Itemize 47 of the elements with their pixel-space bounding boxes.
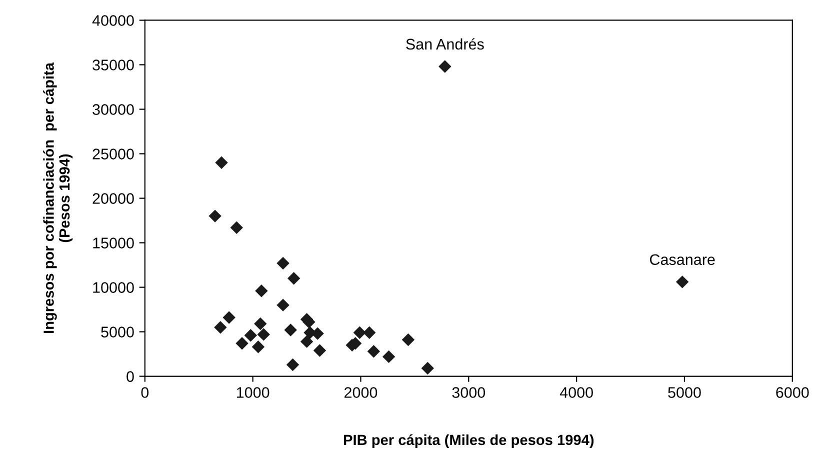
x-tick-label: 0	[141, 387, 149, 398]
point	[284, 324, 297, 336]
y-tick-label: 40000	[92, 15, 134, 26]
point	[230, 221, 243, 234]
point	[236, 336, 248, 350]
x-tick-label: 6000	[776, 387, 809, 398]
point	[367, 344, 380, 358]
annotation: San Andrés	[406, 38, 484, 50]
point	[302, 316, 316, 328]
y-tick-label: 25000	[92, 148, 134, 160]
point	[353, 326, 366, 340]
point	[255, 284, 268, 298]
annotation: Casanare	[650, 254, 715, 266]
point	[244, 328, 258, 342]
point	[313, 344, 326, 357]
point	[438, 60, 452, 73]
point	[257, 328, 270, 341]
point	[287, 272, 300, 285]
point	[363, 326, 376, 340]
y-tick-label: 35000	[92, 60, 134, 70]
y-tick-label: 10000	[93, 282, 134, 293]
x-tick-label: 4000	[560, 387, 593, 398]
point	[382, 350, 396, 364]
point	[676, 276, 689, 288]
y-tick-label: 30000	[92, 104, 134, 115]
point	[222, 311, 236, 324]
y-axis-title: Ingresos por cofinanciación per cápita (Pesos 1994)	[43, 62, 73, 334]
point	[215, 156, 228, 170]
point	[300, 335, 314, 348]
point	[276, 298, 290, 312]
point	[252, 340, 265, 354]
x-tick-label: 1000	[236, 387, 270, 398]
y-tick-label: 5000	[101, 326, 134, 338]
x-tick-label: 5000	[668, 387, 701, 398]
x-tick-label: 3000	[452, 387, 486, 398]
point	[208, 210, 222, 222]
point	[276, 256, 290, 270]
x-axis-title: PIB per cápita (Miles de pesos 1994)	[344, 434, 594, 448]
point	[286, 358, 300, 372]
point	[214, 320, 227, 334]
point	[402, 333, 415, 346]
point	[254, 317, 267, 330]
y-tick-label: 20000	[92, 193, 134, 204]
y-tick-label: 0	[126, 371, 134, 382]
y-tick-label: 15000	[93, 238, 134, 248]
x-tick-label: 2000	[344, 387, 378, 398]
point	[421, 362, 434, 375]
